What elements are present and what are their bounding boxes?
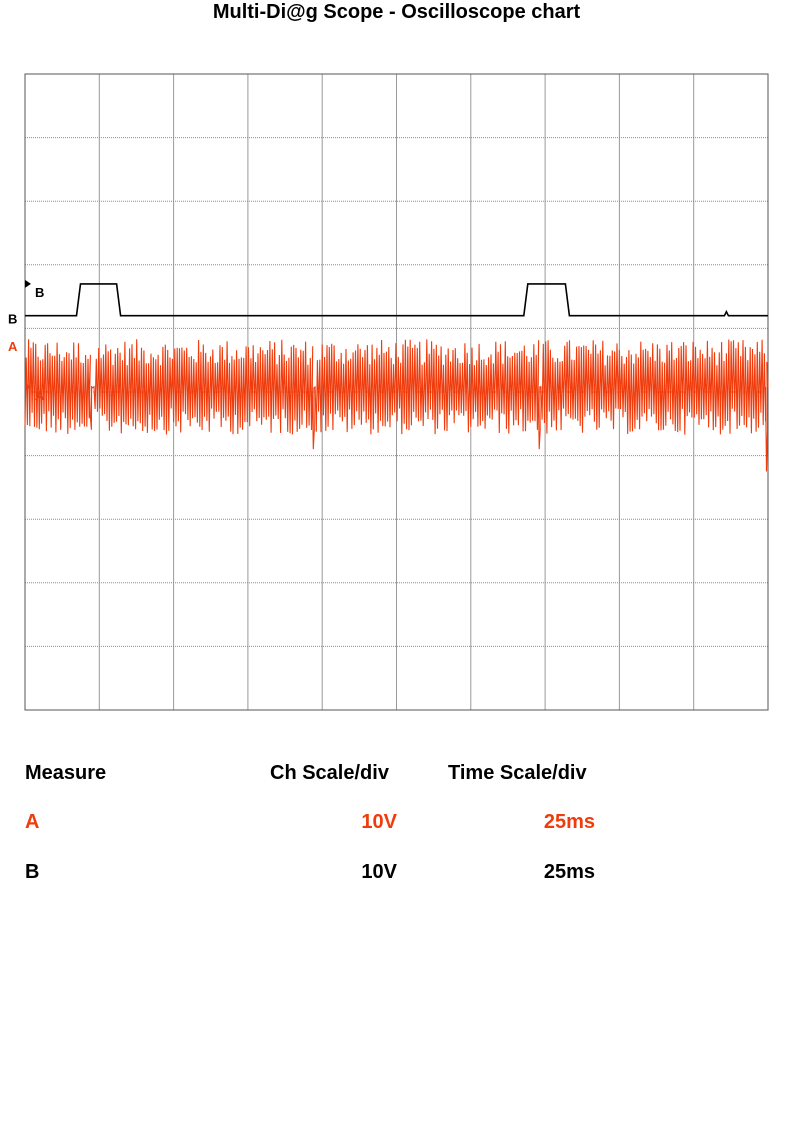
time-scale-header: Time Scale/div xyxy=(448,762,587,784)
channel-a-marker-label: A xyxy=(35,388,45,403)
ch-scale-header: Ch Scale/div xyxy=(270,762,389,784)
measure-row-a-ch-scale: 10V xyxy=(361,811,397,833)
trace-b xyxy=(25,283,768,317)
measure-row-b-ch-scale: 10V xyxy=(361,861,397,883)
channel-b-marker-label: B xyxy=(35,285,44,300)
measure-row-b-name: B xyxy=(25,861,40,883)
trace-a xyxy=(24,339,769,472)
measure-row-a-name: A xyxy=(25,811,40,833)
measure-header: Measure xyxy=(25,762,107,784)
page-title: Multi-Di@g Scope - Oscilloscope chart xyxy=(212,1,581,23)
channel-b-side-label: B xyxy=(8,312,17,327)
plot-frame xyxy=(24,73,769,711)
channel-b-arrow-icon xyxy=(25,279,31,288)
channel-a-side-label: A xyxy=(8,339,18,354)
measure-row-b-time-scale: 25ms xyxy=(543,861,595,883)
measure-row-a-time-scale: 25ms xyxy=(543,811,595,833)
traces xyxy=(24,283,769,472)
channel-a-arrow-icon xyxy=(25,382,31,391)
